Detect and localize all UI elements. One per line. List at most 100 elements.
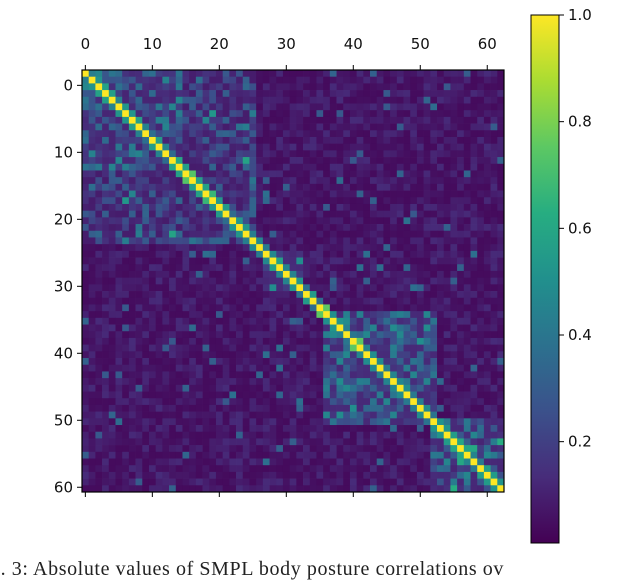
heatmap-cell [390,130,398,138]
heatmap-cell [276,317,284,325]
heatmap-cell [209,83,217,91]
heatmap-cell [370,451,378,459]
heatmap-cell [470,250,478,258]
heatmap-cell [323,371,331,379]
heatmap-cell [450,311,458,319]
heatmap-cell [343,458,351,466]
heatmap-cell [282,284,290,292]
heatmap-cell [329,465,337,473]
heatmap-cell [175,96,183,104]
heatmap-cell [443,203,451,212]
heatmap-cell [128,331,136,339]
heatmap-cell [115,425,123,433]
heatmap-cell [115,291,123,299]
heatmap-cell [148,304,157,312]
heatmap-cell [122,270,130,278]
heatmap-cell [416,438,424,446]
heatmap-cell [128,177,136,185]
heatmap-cell [463,351,471,359]
heatmap-cell [128,297,136,305]
heatmap-cell [236,203,244,212]
heatmap-cell [303,257,311,265]
heatmap-cell [175,485,183,493]
heatmap-cell [88,364,96,372]
heatmap-cell [195,157,203,165]
heatmap-cell [463,331,471,339]
heatmap-cell [396,250,404,258]
heatmap-cell [82,324,90,332]
heatmap-cell [416,317,424,325]
heatmap-cell [88,391,96,399]
heatmap-cell [189,70,197,78]
heatmap-cell [416,83,424,91]
heatmap-cell [316,116,324,124]
heatmap-cell [457,458,465,466]
heatmap-cell [282,157,290,165]
heatmap-cell [363,230,371,238]
heatmap-cell [222,257,230,265]
heatmap-cell [396,311,404,319]
heatmap-cell [483,304,491,312]
heatmap-cell [142,384,150,392]
heatmap-cell [403,116,411,124]
heatmap-cell [102,337,110,345]
heatmap-cell [490,277,498,285]
heatmap-cell [457,183,465,191]
heatmap-cell [175,150,183,158]
heatmap-cell [242,136,250,145]
heatmap-cell [182,70,190,78]
heatmap-cell [383,90,391,98]
heatmap-cell [316,391,324,399]
heatmap-cell [423,183,431,191]
heatmap-cell [202,485,210,493]
heatmap-cell [356,445,364,453]
heatmap-cell [135,358,143,366]
heatmap-cell [443,398,451,406]
heatmap-cell [95,116,103,124]
heatmap-cell [262,90,270,98]
heatmap-cell [457,337,465,345]
heatmap-cell [336,317,344,325]
heatmap-cell [269,264,277,272]
heatmap-cell [437,358,445,366]
heatmap-cell [309,250,317,258]
heatmap-cell [450,324,458,332]
heatmap-cell [249,270,257,278]
heatmap-cell [370,157,378,165]
heatmap-cell [457,378,465,386]
heatmap-cell [336,378,344,386]
heatmap-cell [135,284,143,292]
heatmap-cell [82,277,90,285]
heatmap-cell [276,458,284,466]
heatmap-cell [249,224,257,232]
heatmap-cell [483,391,491,399]
heatmap-cell [142,331,150,339]
heatmap-cell [242,358,250,366]
heatmap-cell [483,384,491,392]
heatmap-cell [423,344,431,352]
heatmap-cell [122,384,130,392]
heatmap-cell [95,277,103,285]
heatmap-cell [296,170,304,178]
heatmap-cell [175,364,183,372]
heatmap-cell [410,364,418,372]
heatmap-cell [450,116,458,124]
heatmap-cell [309,364,317,372]
heatmap-cell [477,337,485,345]
heatmap-cell [209,183,217,191]
heatmap-cell [135,90,143,98]
heatmap-cell [477,431,485,439]
heatmap-cell [289,371,297,379]
heatmap-cell [88,224,96,232]
heatmap-cell [229,451,237,459]
heatmap-cell [269,183,277,191]
heatmap-cell [316,431,324,439]
heatmap-cell [477,465,485,473]
heatmap-cell [356,244,364,252]
heatmap-cell [222,110,230,118]
heatmap-cell [189,358,197,366]
heatmap-cell [242,83,250,91]
heatmap-cell [356,291,364,299]
heatmap-cell [329,116,337,124]
heatmap-cell [242,438,250,446]
